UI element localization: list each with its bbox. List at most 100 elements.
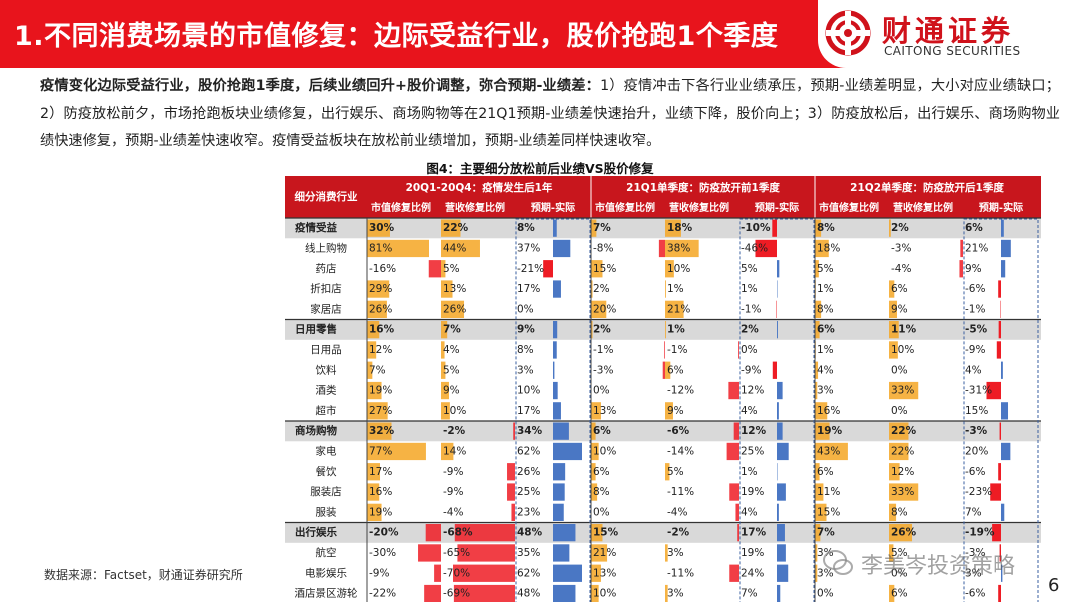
cell-value: 6% — [817, 466, 834, 478]
cell-value: 17% — [741, 527, 767, 539]
bar-positive — [591, 483, 598, 501]
group-row-bg — [285, 218, 1041, 239]
cell-value: 5% — [891, 547, 908, 559]
bar-positive — [889, 321, 899, 339]
cell-value: 10% — [667, 263, 690, 275]
bar-blue — [777, 483, 786, 501]
bar-positive — [441, 321, 448, 339]
cell-value: 5% — [741, 263, 758, 275]
cell-value: 22% — [443, 222, 469, 234]
cell-value: 10% — [517, 385, 540, 397]
bar-blue — [553, 280, 561, 298]
bar-negative — [729, 483, 739, 501]
cell-value: 5% — [667, 466, 684, 478]
cell-value: 8% — [817, 222, 835, 234]
cell-value: -1% — [965, 303, 985, 315]
group-name: 商场购物 — [295, 424, 337, 437]
cell-value: 17% — [517, 283, 540, 295]
bar-blue — [777, 422, 783, 440]
cell-value: 16% — [369, 324, 395, 336]
page-number: 6 — [1048, 575, 1060, 596]
cell-value: 1% — [741, 466, 758, 478]
bar-positive — [591, 544, 608, 562]
cell-value: -65% — [443, 547, 470, 559]
cell-value: 7% — [369, 364, 386, 376]
bar-blue — [553, 402, 561, 420]
cell-value: 81% — [369, 242, 392, 254]
cell-value: 19% — [817, 425, 843, 437]
cell-value: 16% — [369, 486, 392, 498]
group-name: 出行娱乐 — [295, 526, 337, 539]
cell-value: 13% — [593, 405, 616, 417]
cell-value: 29% — [369, 283, 392, 295]
bar-blue — [553, 463, 566, 481]
column-header: 市值修复比例 — [819, 201, 879, 214]
bar-positive — [441, 219, 461, 237]
cell-value: 1% — [667, 324, 685, 336]
row-name: 服装 — [316, 505, 337, 518]
bar-negative — [726, 442, 739, 461]
bar-positive — [367, 341, 377, 359]
cell-value: 44% — [443, 242, 466, 254]
bar-blue — [777, 381, 783, 400]
bar-red — [755, 239, 777, 258]
cell-value: 3% — [667, 547, 684, 559]
row-name: 航空 — [316, 546, 337, 559]
dashed-frame — [739, 218, 815, 602]
cell-value: -1% — [593, 344, 613, 356]
bar-positive — [441, 442, 454, 461]
cell-value: -69% — [443, 588, 470, 600]
bar-blue — [1001, 503, 1005, 521]
cell-value: 34% — [517, 425, 543, 437]
bar-red — [772, 219, 777, 237]
cell-value: 12% — [369, 344, 392, 356]
cell-value: 5% — [443, 364, 460, 376]
row-name: 服装店 — [310, 485, 342, 498]
cell-value: 15% — [593, 527, 619, 539]
bar-positive — [591, 422, 596, 440]
bar-positive — [889, 524, 913, 542]
bar-negative — [424, 584, 441, 602]
bar-negative — [507, 463, 515, 481]
cell-value: -11% — [667, 567, 694, 579]
cell-value: -6% — [965, 588, 985, 600]
logo-icon — [825, 10, 871, 56]
bar-positive — [591, 463, 596, 481]
cell-value: 37% — [517, 242, 540, 254]
cell-value: -3% — [891, 242, 911, 254]
cell-value: 11% — [891, 324, 917, 336]
cell-value: 11% — [817, 486, 840, 498]
cell-value: 24% — [741, 567, 764, 579]
cell-value: -4% — [667, 506, 687, 518]
cell-value: 19% — [369, 385, 392, 397]
cell-value: 30% — [369, 222, 395, 234]
bar-blue — [553, 483, 565, 501]
bar-red — [543, 260, 553, 278]
column-header: 预期-实际 — [755, 201, 799, 214]
cell-value: -20% — [369, 527, 399, 539]
row-name: 饮料 — [316, 363, 337, 376]
bar-positive — [441, 341, 445, 359]
bar-blue — [553, 239, 571, 258]
intro-paragraph: 疫情变化边际受益行业，股价抢跑1季度，后续业绩回升+股价调整，弥合预期-业绩差：… — [40, 73, 1060, 156]
bar-positive — [815, 544, 818, 562]
cell-value: 0% — [891, 567, 908, 579]
bar-positive — [367, 442, 426, 461]
row-name: 酒店景区游轮 — [295, 587, 358, 600]
bar-blue — [553, 361, 555, 379]
cell-value: 32% — [369, 425, 395, 437]
cell-value: 9% — [517, 324, 535, 336]
cell-value: -22% — [369, 588, 396, 600]
cell-value: 0% — [817, 588, 834, 600]
cell-value: 5% — [817, 263, 834, 275]
column-header: 营收修复比例 — [669, 201, 729, 214]
cell-value: -23% — [965, 486, 992, 498]
bar-negative — [737, 524, 739, 542]
cell-value: -12% — [667, 385, 694, 397]
cell-value: 48% — [517, 588, 540, 600]
bar-blue — [1001, 260, 1006, 278]
cell-value: 22% — [891, 425, 917, 437]
bar-negative — [733, 422, 739, 440]
cell-value: 1% — [667, 283, 684, 295]
bar-red — [998, 280, 1001, 298]
